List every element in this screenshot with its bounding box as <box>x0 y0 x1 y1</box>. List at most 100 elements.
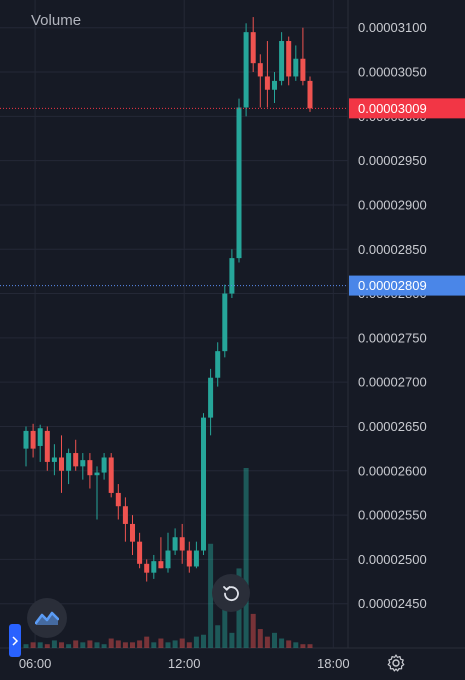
volume-bar <box>229 632 235 648</box>
candle-body <box>80 460 86 467</box>
candle-body <box>193 550 199 567</box>
volume-bar <box>293 642 299 648</box>
time-tick-label: 18:00 <box>317 656 350 671</box>
last-price-label: 0.00003009 <box>358 101 427 116</box>
price-tick-label: 0.00003050 <box>358 65 427 80</box>
price-tags: 0.00003009 0.00002809 <box>349 98 465 296</box>
candle-body <box>250 32 256 64</box>
chevron-right-icon <box>12 635 19 646</box>
price-tick-label: 0.00002850 <box>358 242 427 257</box>
expand-panel-tab[interactable] <box>9 624 21 657</box>
volume-bar <box>37 642 43 648</box>
candle-body <box>108 457 114 493</box>
candle-body <box>215 351 221 378</box>
time-tick-label: 12:00 <box>168 656 201 671</box>
volume-bar <box>108 638 114 648</box>
volume-bar <box>279 638 285 648</box>
candle-body <box>87 460 93 476</box>
volume-bar <box>300 644 306 648</box>
price-tick-label: 0.00002750 <box>358 330 427 345</box>
volume-bar <box>272 632 277 648</box>
volume-bar <box>186 642 192 648</box>
volume-bar <box>94 642 100 648</box>
volume-bar <box>208 543 214 648</box>
candle-body <box>44 430 50 462</box>
price-tick-label: 0.00003100 <box>358 20 427 35</box>
volume-bar <box>151 642 157 648</box>
candle-body <box>186 550 192 567</box>
volume-bar <box>222 606 228 648</box>
volume-bar <box>73 640 79 648</box>
volume-bar <box>66 644 72 648</box>
price-tick-label: 0.00002950 <box>358 153 427 168</box>
price-tick-label: 0.00002500 <box>358 552 427 567</box>
candle-body <box>130 523 135 542</box>
volume-bar <box>59 642 64 648</box>
price-tick-label: 0.00002450 <box>358 596 427 611</box>
volume-bar <box>257 629 263 648</box>
candle-body <box>286 41 292 77</box>
candle-body <box>73 453 79 467</box>
price-tick-label: 0.00002550 <box>358 508 427 523</box>
volume-pane-title: Volume <box>31 12 82 29</box>
volume-bar <box>30 642 36 648</box>
candle-body <box>272 80 277 90</box>
candle-body <box>66 453 72 471</box>
price-tick-label: 0.00002600 <box>358 463 427 478</box>
volume-bar <box>307 644 313 648</box>
candle-body <box>137 541 143 564</box>
candle-body <box>201 417 206 551</box>
candle-body <box>23 430 29 449</box>
price-tick-label: 0.00002900 <box>358 197 427 212</box>
candle-body <box>51 457 57 462</box>
volume-bar <box>51 640 57 648</box>
reset-scale-button[interactable] <box>212 574 250 612</box>
volume-bar <box>115 640 121 648</box>
volume-bar <box>250 613 256 648</box>
candle-body <box>236 107 242 259</box>
candle-body <box>208 377 214 418</box>
candle-body <box>293 58 299 77</box>
candle-body <box>122 506 128 524</box>
volume-bar <box>23 644 29 648</box>
volume-bar <box>215 625 221 648</box>
volume-bar <box>101 644 107 648</box>
volume-bar <box>158 638 164 648</box>
candle-body <box>279 41 285 81</box>
candle-body <box>257 63 263 77</box>
time-axis: 06:00 12:00 18:00 <box>19 656 350 671</box>
gear-icon <box>387 654 405 672</box>
volume-bar <box>172 640 178 648</box>
candles <box>23 17 313 582</box>
volume-bar <box>193 636 199 648</box>
candle-body <box>115 492 121 507</box>
candle-body <box>222 293 228 352</box>
volume-bar <box>179 638 185 648</box>
candle-body <box>229 258 235 294</box>
candle-body <box>158 561 164 569</box>
volume-bar <box>80 642 86 648</box>
tradingview-logo-icon[interactable] <box>27 598 67 638</box>
candle-body <box>165 550 171 569</box>
price-lines <box>0 107 348 287</box>
candle-body <box>151 561 157 573</box>
last-price-tag <box>349 98 465 119</box>
candle-body <box>59 457 64 471</box>
candle-body <box>94 472 100 476</box>
candle-body <box>37 428 43 446</box>
time-tick-label: 06:00 <box>19 656 52 671</box>
volume-bar <box>130 642 135 648</box>
volume-bar <box>165 642 171 648</box>
volume-bar <box>243 468 249 648</box>
crosshair-price-label: 0.00002809 <box>358 278 427 293</box>
candle-body <box>101 457 107 473</box>
candle-body <box>172 537 178 551</box>
price-tick-label: 0.00002700 <box>358 375 427 390</box>
volume-bar <box>144 636 150 648</box>
volume-bar <box>122 642 128 648</box>
candle-body <box>30 430 36 449</box>
candle-body <box>300 58 306 81</box>
settings-button[interactable] <box>384 651 408 675</box>
